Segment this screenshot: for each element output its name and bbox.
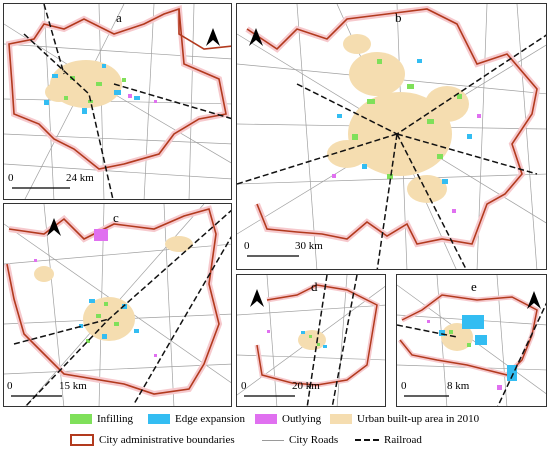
outlying-a <box>128 94 157 103</box>
edge-swatch <box>148 414 170 425</box>
panel-label-c: c <box>113 210 119 225</box>
legend-edge: Edge expansion <box>148 413 245 427</box>
edge-e <box>439 315 517 381</box>
map-panel-c: c 0 15 km <box>3 203 232 407</box>
scale-zero-a: 0 <box>8 172 14 184</box>
scale-zero-e: 0 <box>401 380 407 392</box>
map-c-canvas <box>4 204 231 406</box>
panel-label-b: b <box>395 10 402 25</box>
map-panel-d: d 0 20 km <box>236 274 386 407</box>
north-arrow-a <box>206 28 220 46</box>
legend-infilling-label: Infilling <box>97 413 134 426</box>
outlying-c <box>34 229 157 357</box>
legend-boundary: City administrative boundaries <box>70 434 235 448</box>
outlying-e <box>427 320 502 390</box>
roads-swatch <box>262 439 284 441</box>
scale-label-e: 8 km <box>447 380 470 392</box>
legend-urban-label: Urban built-up area in 2010 <box>357 413 480 426</box>
scale-label-d: 20 km <box>292 380 320 392</box>
railroad-swatch <box>355 439 379 442</box>
map-panel-e: e 0 8 km <box>396 274 547 407</box>
edge-c <box>79 299 139 339</box>
legend-roads: City Roads <box>262 434 338 448</box>
north-arrow-e <box>527 291 541 309</box>
boundary-d <box>256 284 378 386</box>
legend-railroad-label: Railroad <box>384 434 422 447</box>
edge-b <box>337 59 472 184</box>
legend-roads-label: City Roads <box>289 434 339 447</box>
legend-edge-label: Edge expansion <box>175 413 245 426</box>
map-panel-b: b 0 30 km <box>236 3 547 270</box>
infilling-swatch <box>70 414 92 425</box>
boundary-a <box>8 7 227 170</box>
urban-a <box>45 60 122 108</box>
panel-label-a: a <box>116 10 122 25</box>
map-b-canvas <box>237 4 546 269</box>
urban-b <box>327 34 469 203</box>
boundary-a-top <box>178 9 231 50</box>
outlying-swatch <box>255 414 277 425</box>
north-arrow-b <box>249 28 263 46</box>
scale-zero-c: 0 <box>7 380 13 392</box>
infill-c <box>86 302 119 343</box>
railroad-e <box>397 302 546 406</box>
legend-infilling: Infilling <box>70 413 133 427</box>
railroad-c <box>13 209 231 406</box>
outlying-d <box>267 330 270 333</box>
outlying-b <box>332 114 481 213</box>
boundary-e <box>399 294 538 376</box>
railroad-a <box>23 4 231 199</box>
legend-railroad: Railroad <box>355 434 422 448</box>
edge-a <box>44 64 140 114</box>
north-arrow-c <box>47 218 61 236</box>
infill-b <box>352 59 462 179</box>
legend-outlying-label: Outlying <box>282 413 322 426</box>
railroad-b <box>237 34 546 269</box>
map-legend: Infilling Edge expansion Outlying Urban … <box>0 408 550 452</box>
panel-label-e: e <box>471 279 477 294</box>
infill-e <box>449 330 471 347</box>
urban-swatch <box>330 414 352 425</box>
map-e-canvas <box>397 275 546 406</box>
legend-boundary-label: City administrative boundaries <box>99 434 235 447</box>
infill-d <box>309 335 320 346</box>
boundary-b <box>246 8 538 245</box>
boundary-swatch <box>70 434 94 447</box>
scale-label-c: 15 km <box>59 380 87 392</box>
legend-outlying: Outlying <box>255 413 321 427</box>
edge-d <box>301 331 327 348</box>
scale-label-b: 30 km <box>295 240 323 252</box>
scale-zero-d: 0 <box>241 380 247 392</box>
urban-c <box>34 236 193 341</box>
scale-label-a: 24 km <box>66 172 94 184</box>
map-a-canvas <box>4 4 231 199</box>
railroad-d <box>306 275 358 406</box>
map-panel-a: a 0 24 km <box>3 3 232 200</box>
map-d-canvas <box>237 275 385 406</box>
legend-urban: Urban built-up area in 2010 <box>330 413 479 427</box>
panel-label-d: d <box>311 279 318 294</box>
north-arrow-d <box>250 289 264 307</box>
scale-zero-b: 0 <box>244 240 250 252</box>
